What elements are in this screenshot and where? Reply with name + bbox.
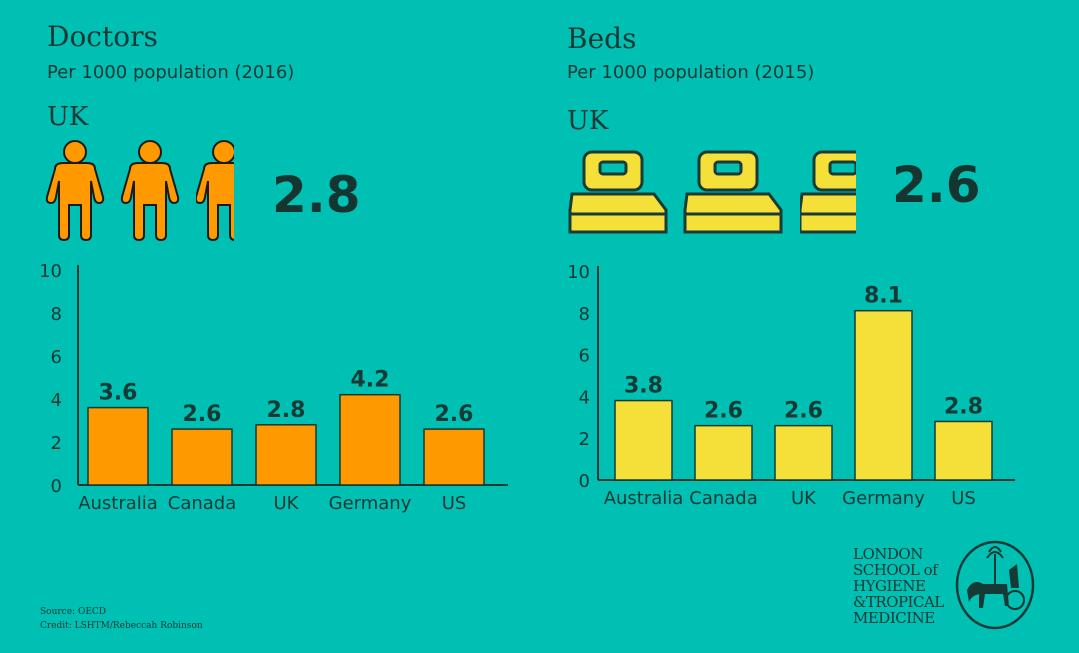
lshtm-crest-icon: [955, 540, 1035, 630]
bar-value-label: 2.6: [784, 399, 823, 424]
bar-germany: [854, 309, 913, 481]
bar-value-label: 8.1: [864, 284, 903, 309]
x-tick-label: Australia: [604, 488, 684, 509]
x-tick-label: US: [951, 488, 976, 509]
bar-value-label: 2.8: [944, 394, 983, 419]
bar-value-label: 2.6: [704, 399, 743, 424]
y-tick-label: 0: [51, 476, 62, 497]
person-icon: [120, 140, 180, 241]
x-tick-label: UK: [274, 493, 300, 514]
logo-line: HYGIENE: [853, 577, 926, 595]
beds-title: Beds: [567, 22, 637, 55]
doctors-uk-label: UK: [47, 102, 89, 132]
credit-note: Credit: LSHTM/Rebeccah Robinson: [40, 621, 203, 631]
y-tick-label: 4: [51, 390, 62, 411]
bar-australia: [614, 399, 673, 481]
logo-line: SCHOOL of: [853, 561, 938, 579]
doctors-uk-value: 2.8: [272, 166, 361, 224]
x-tick-label: Canada: [168, 493, 237, 514]
logo-line: MEDICINE: [853, 609, 935, 627]
bar-value-label: 2.6: [435, 402, 474, 427]
y-tick-label: 6: [579, 346, 590, 367]
bar-us: [423, 428, 485, 486]
beds-uk-value: 2.6: [892, 156, 981, 214]
y-tick-label: 4: [579, 387, 590, 408]
bar-germany: [339, 393, 401, 486]
person-icon-partial: [196, 140, 234, 241]
x-tick-label: Australia: [78, 493, 158, 514]
bed-icon: [683, 150, 783, 234]
bar-us: [934, 420, 993, 481]
y-tick-label: 2: [579, 429, 590, 450]
bed-icon-partial: [800, 150, 856, 234]
bar-value-label: 3.8: [624, 374, 663, 399]
beds-uk-label: UK: [567, 106, 609, 136]
y-tick-label: 6: [51, 347, 62, 368]
doctors-subtitle: Per 1000 population (2016): [47, 62, 295, 83]
person-icon: [45, 140, 105, 241]
bar-value-label: 4.2: [351, 368, 390, 393]
y-tick-label: 10: [567, 262, 590, 283]
x-tick-label: Canada: [689, 488, 758, 509]
source-note: Source: OECD: [40, 607, 106, 617]
doctors-title: Doctors: [47, 20, 158, 53]
x-tick-label: Germany: [329, 493, 412, 514]
logo-line: &TROPICAL: [853, 593, 944, 611]
y-tick-label: 8: [579, 304, 590, 325]
y-tick-label: 2: [51, 433, 62, 454]
bed-icon: [568, 150, 668, 234]
bar-canada: [694, 424, 753, 481]
bar-uk: [774, 424, 833, 481]
bar-australia: [87, 406, 149, 486]
lshtm-logo-text: LONDON SCHOOL of HYGIENE &TROPICAL MEDIC…: [853, 546, 944, 626]
x-tick-label: Germany: [842, 488, 925, 509]
y-tick-label: 10: [39, 261, 62, 282]
x-tick-label: UK: [791, 488, 817, 509]
logo-line: LONDON: [853, 545, 923, 563]
y-tick-label: 8: [51, 304, 62, 325]
beds-subtitle: Per 1000 population (2015): [567, 62, 815, 83]
bar-value-label: 2.8: [267, 398, 306, 423]
bar-value-label: 2.6: [183, 402, 222, 427]
y-tick-label: 0: [579, 471, 590, 492]
x-tick-label: US: [442, 493, 467, 514]
bar-uk: [255, 424, 317, 486]
bar-value-label: 3.6: [99, 381, 138, 406]
bar-canada: [171, 428, 233, 486]
